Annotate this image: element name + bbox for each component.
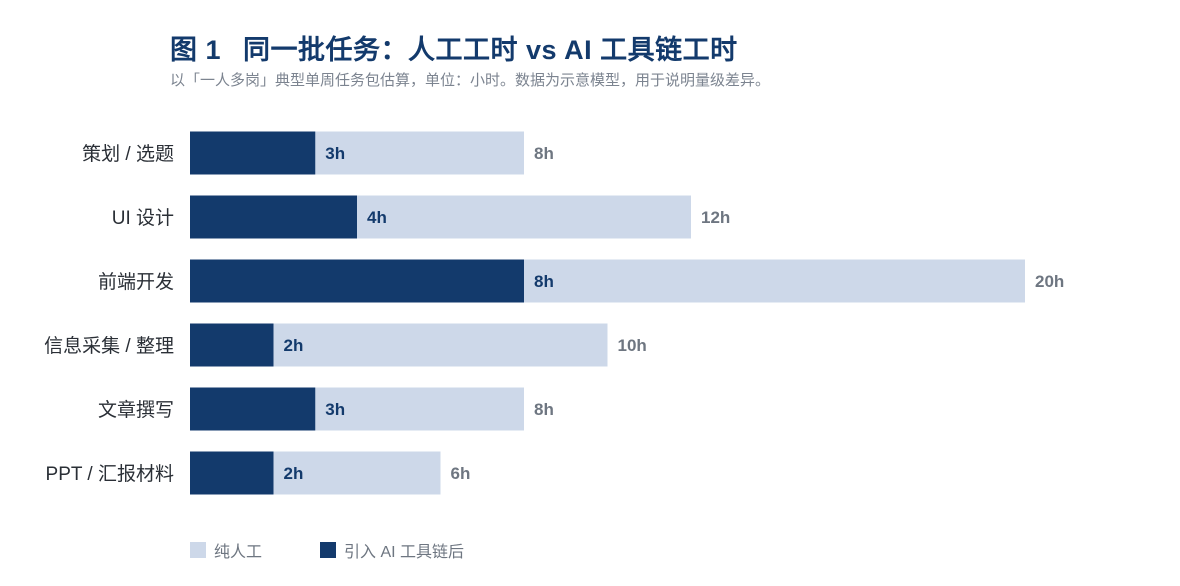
chart-title: 图 1 同一批任务：人工工时 vs AI 工具链工时 [170, 28, 738, 67]
legend-item-ai: 引入 AI 工具链后 [320, 538, 464, 562]
bar-ai [190, 323, 274, 367]
chart-legend: 纯人工 引入 AI 工具链后 [190, 538, 522, 562]
figure-number: 图 1 [170, 35, 222, 65]
bar-ai [190, 451, 274, 495]
bar-ai [190, 259, 524, 303]
data-label-ai: 8h [534, 272, 554, 291]
data-label-manual: 20h [1035, 272, 1064, 291]
data-label-manual: 8h [534, 144, 554, 163]
category-label: 文章撰写 [98, 399, 174, 421]
chart-subtitle: 以「一人多岗」典型单周任务包估算，单位：小时。数据为示意模型，用于说明量级差异。 [170, 72, 771, 89]
data-label-ai: 4h [367, 208, 387, 227]
data-label-ai: 2h [284, 464, 304, 483]
legend-item-manual: 纯人工 [190, 538, 262, 562]
category-label: PPT / 汇报材料 [46, 463, 174, 485]
data-label-manual: 12h [701, 208, 730, 227]
data-label-ai: 3h [325, 400, 345, 419]
legend-label-manual: 纯人工 [214, 544, 263, 561]
category-label: 策划 / 选题 [82, 143, 174, 165]
category-label: 信息采集 / 整理 [44, 335, 174, 357]
legend-swatch-ai [320, 542, 337, 558]
data-label-ai: 3h [325, 144, 345, 163]
data-label-manual: 10h [618, 336, 647, 355]
category-label: UI 设计 [112, 207, 174, 229]
bar-ai [190, 387, 316, 431]
legend-label-ai: 引入 AI 工具链后 [344, 544, 465, 561]
bar-chart: 策划 / 选题 3h 8h UI 设计 4h 12h 前端开发 8h 20h 信息采集 / 整理 2… [44, 131, 1064, 495]
bar-ai [190, 195, 357, 239]
bar-ai [190, 131, 316, 175]
data-label-manual: 6h [451, 464, 471, 483]
data-label-manual: 8h [534, 400, 554, 419]
data-label-ai: 2h [284, 336, 304, 355]
category-label: 前端开发 [98, 271, 174, 293]
legend-swatch-manual [190, 542, 206, 558]
title-text: 同一批任务：人工工时 vs AI 工具链工时 [243, 35, 738, 65]
